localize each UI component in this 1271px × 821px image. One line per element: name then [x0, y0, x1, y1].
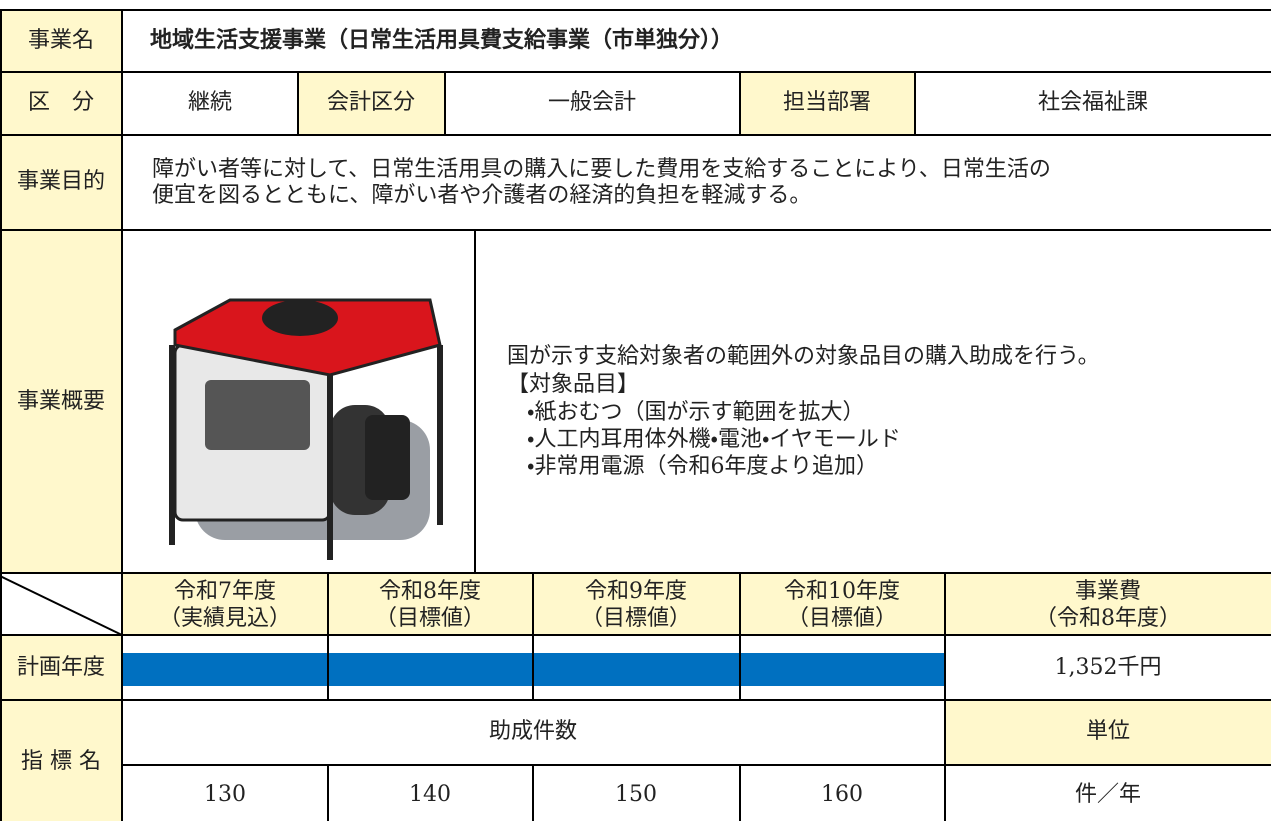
purpose-line: 障がい者等に対して、日常生活用具の購入に要した費用を支給することにより、日常生活… [152, 157, 1051, 182]
generator-illustration [158, 248, 473, 570]
year: 令和8年度 [379, 579, 481, 604]
year-note: （実績見込） [159, 606, 291, 631]
year-note: （目標値） [787, 606, 897, 631]
cost: 1,352千円 [1055, 655, 1162, 680]
year-note: （目標値） [375, 606, 485, 631]
value: 継続 [188, 90, 232, 115]
unit: 件／年 [1075, 782, 1141, 807]
target: 140 [409, 782, 451, 807]
items-heading: 【対象品目】 [507, 372, 639, 397]
target: 150 [615, 782, 657, 807]
item: ・非常用電源（令和6年度より追加） [527, 454, 878, 479]
target: 160 [821, 782, 863, 807]
title: 地域生活支援事業（日常生活用具費支給事業（市単独分）） [150, 27, 733, 53]
indicator-name: 助成件数 [489, 719, 577, 744]
year: 令和7年度 [174, 579, 276, 604]
year-note: （目標値） [581, 606, 691, 631]
value: 社会福祉課 [1038, 90, 1148, 115]
value: 一般会計 [548, 90, 636, 115]
item: ・人工内耳用体外機・電池・イヤモールド [527, 427, 901, 452]
year: 令和9年度 [585, 579, 687, 604]
item: ・紙おむつ（国が示す範囲を拡大） [527, 400, 864, 425]
cost-header: 事業費 [1075, 579, 1141, 604]
cost-header-note: （令和8年度） [1035, 606, 1181, 631]
label: 事業概要 [17, 389, 105, 414]
overview-lead: 国が示す支給対象者の範囲外の対象品目の購入助成を行う。 [507, 344, 1100, 369]
label: 区 分 [28, 90, 94, 115]
label: 事業目的 [17, 169, 105, 194]
label: 会計区分 [327, 90, 415, 115]
label: 計画年度 [17, 655, 105, 680]
grid [0, 9, 1271, 821]
label: 担当部署 [783, 90, 871, 115]
label: 指 標 名 [21, 749, 101, 774]
unit-label: 単位 [1086, 719, 1130, 744]
purpose-line: 便宜を図るとともに、障がい者や介護者の経済的負担を軽減する。 [152, 183, 811, 208]
year: 令和10年度 [784, 579, 900, 604]
label: 事業名 [28, 28, 94, 53]
target: 130 [204, 782, 246, 807]
